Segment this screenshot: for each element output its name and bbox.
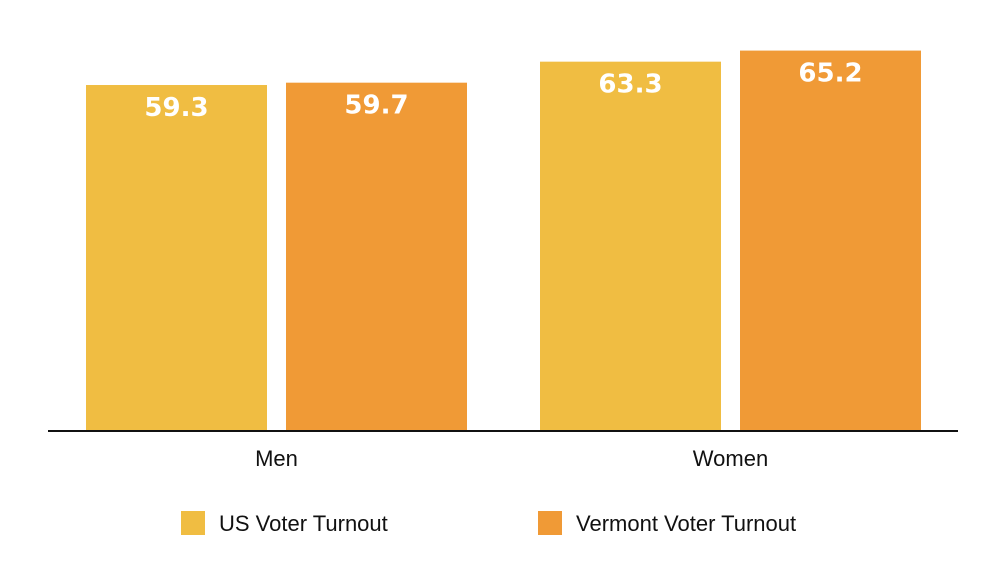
legend-swatch: [181, 511, 205, 535]
legend-label: Vermont Voter Turnout: [576, 511, 796, 536]
bar-value-label: 65.2: [798, 59, 862, 89]
category-label: Men: [255, 446, 298, 471]
legend-swatch: [538, 511, 562, 535]
bar-value-label: 59.3: [144, 93, 208, 123]
bar: [740, 50, 921, 431]
bar-value-label: 63.3: [598, 70, 662, 100]
bar: [86, 85, 267, 431]
bar-value-label: 59.7: [344, 91, 408, 121]
category-label: Women: [693, 446, 768, 471]
bar: [540, 61, 721, 431]
bar: [286, 82, 467, 432]
legend-label: US Voter Turnout: [219, 511, 388, 536]
